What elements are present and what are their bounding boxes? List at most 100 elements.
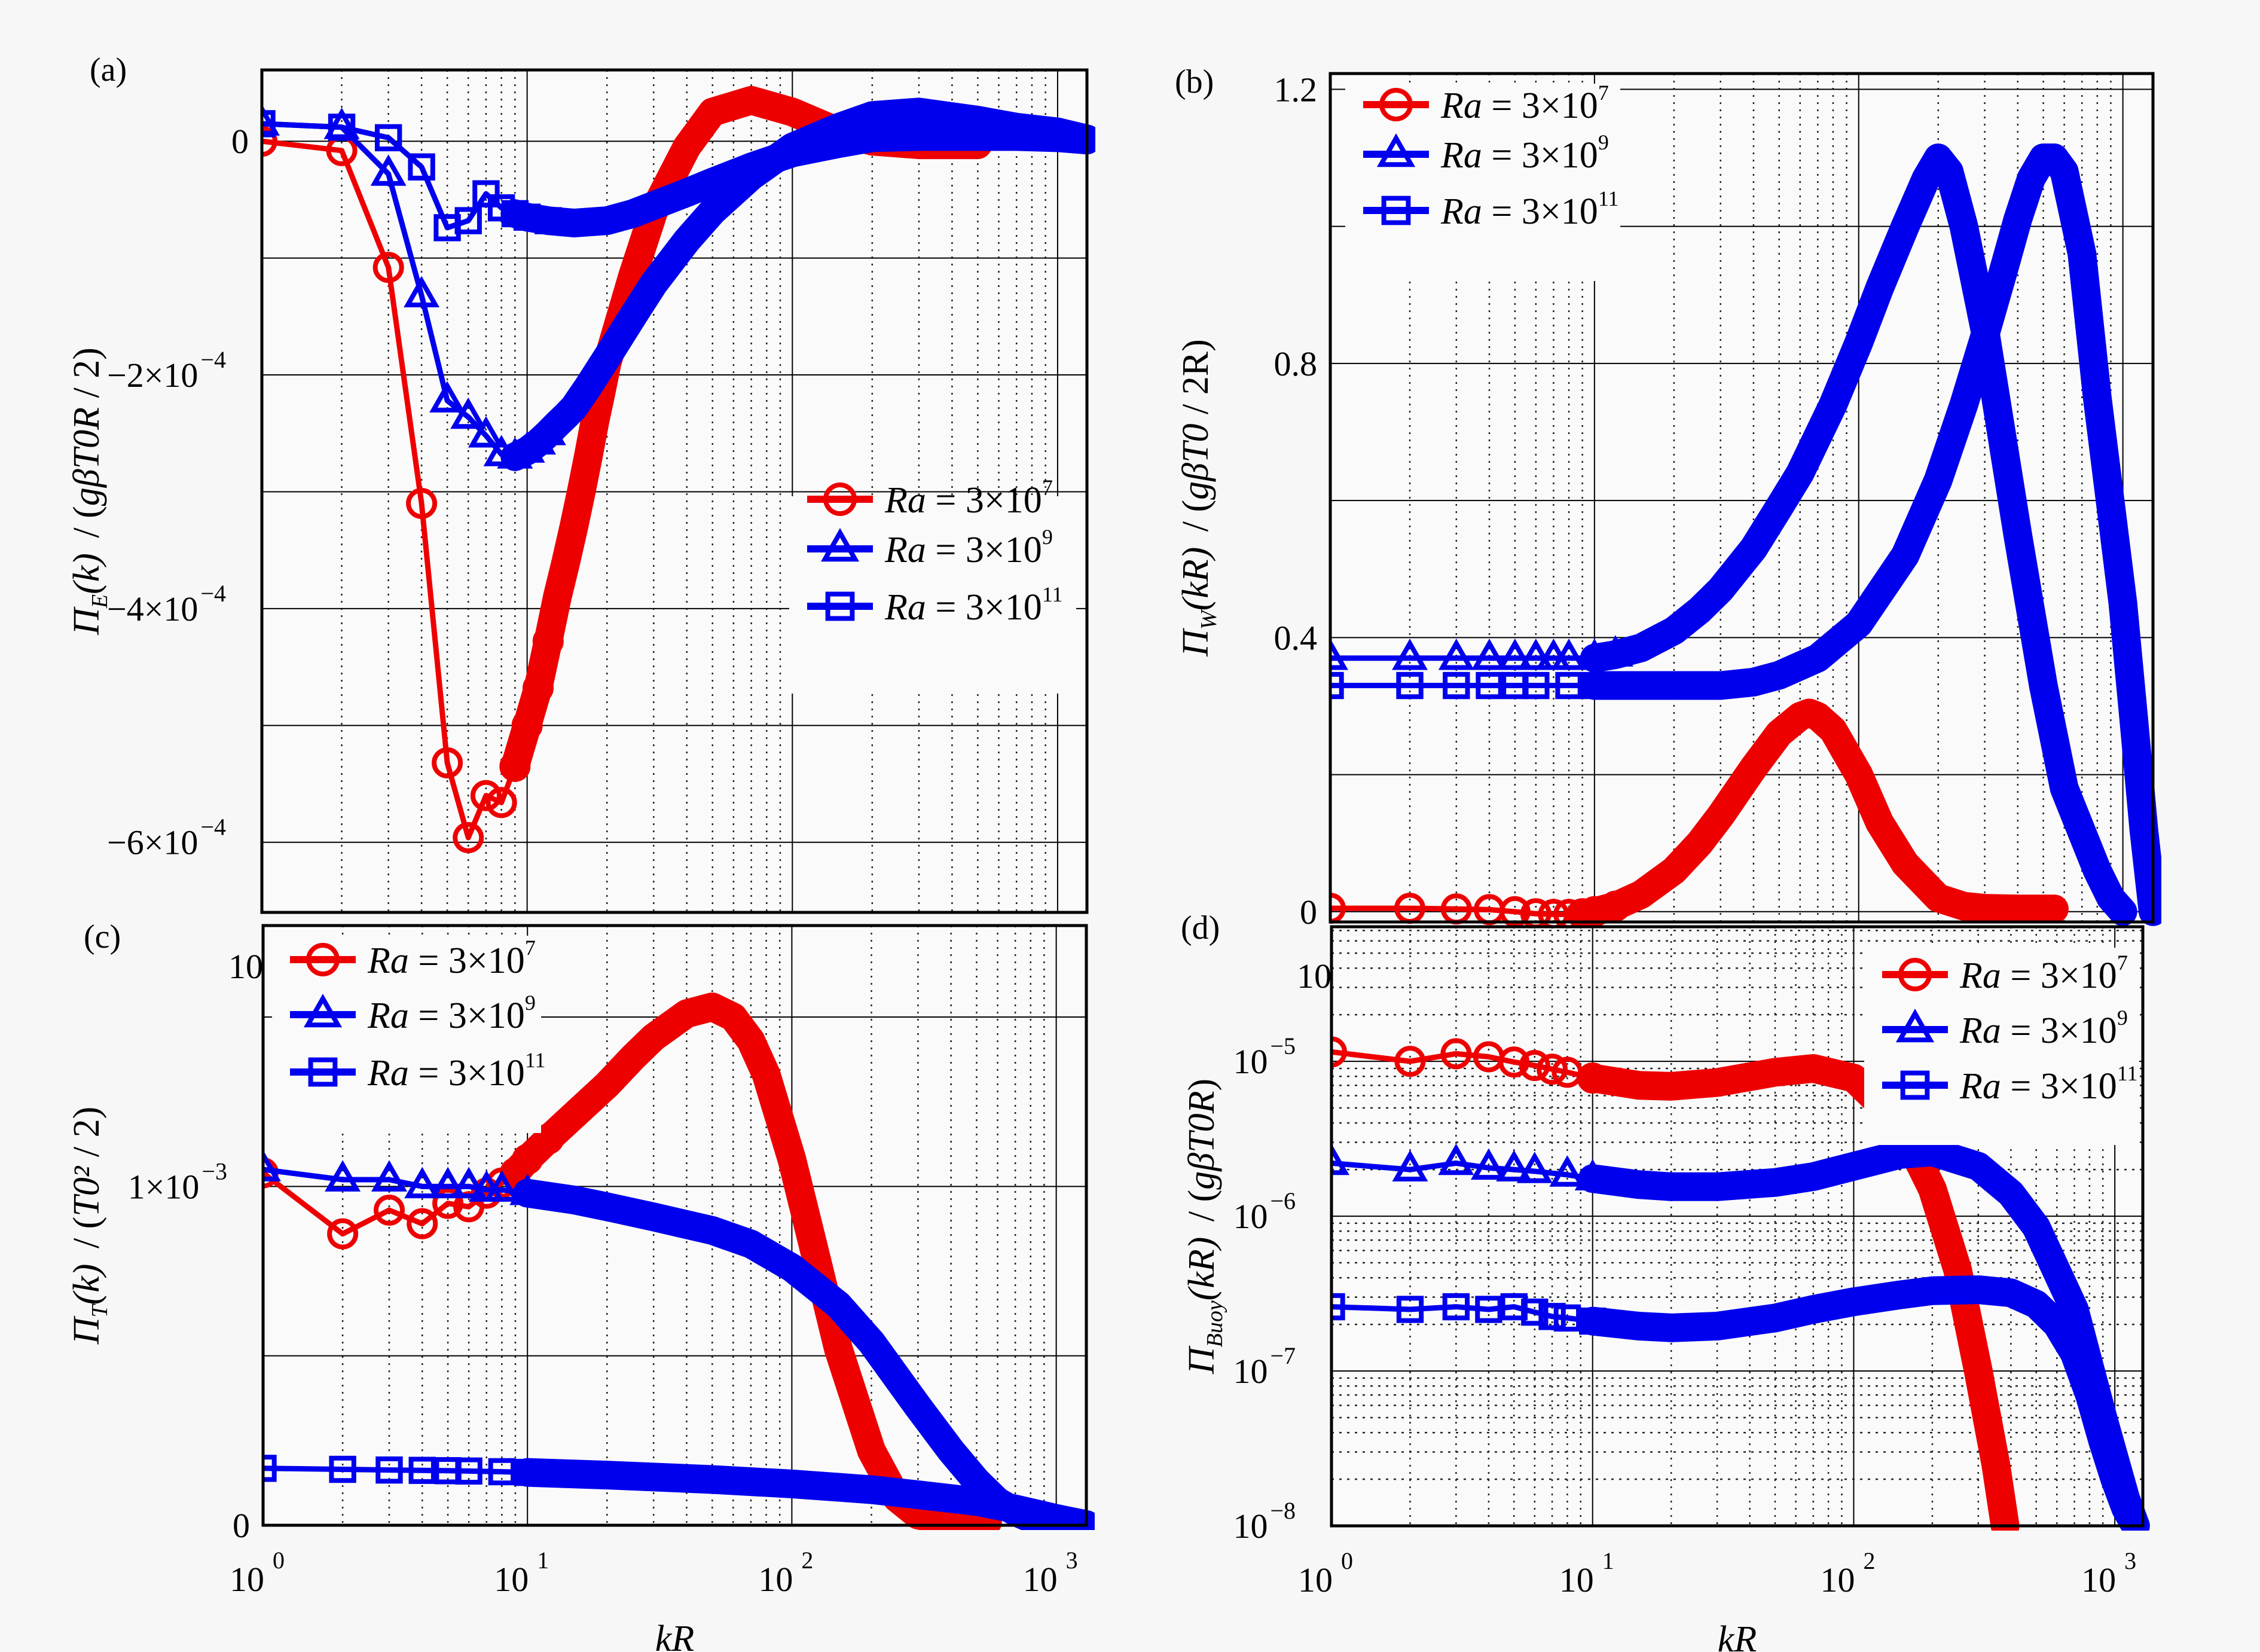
- panel-label: (d): [1181, 909, 1220, 946]
- circle-marker: [407, 1208, 438, 1239]
- legend-label: Ra = 3×107: [1440, 81, 1609, 126]
- x-tick-exp: 3: [1066, 1547, 1078, 1574]
- legend-eq: = 3×10: [2001, 1010, 2117, 1051]
- legend-entry: Ra = 3×107: [1882, 951, 2128, 996]
- square-marker: [454, 207, 482, 234]
- legend-ra: Ra: [1440, 135, 1482, 176]
- series-band: [500, 122, 1095, 238]
- y-label-argument: (kR): [1175, 547, 1216, 611]
- triangle-marker: [430, 1167, 466, 1199]
- triangle-marker: [468, 416, 504, 448]
- y-tick-label: 0: [233, 1506, 250, 1545]
- x-axis-label: kR: [655, 1619, 694, 1652]
- legend-eq: = 3×10: [926, 480, 1042, 521]
- y-label-numerator: gβT0: [1175, 423, 1216, 499]
- y-tick-exp: −4: [200, 346, 226, 373]
- legend-eq: = 3×10: [926, 587, 1042, 628]
- triangle-marker: [520, 423, 556, 455]
- y-label-denominator: / 2: [66, 360, 107, 407]
- square-marker: [375, 1456, 403, 1484]
- series-0: [1331, 1036, 2020, 1531]
- legend-label: Ra = 3×109: [367, 991, 536, 1036]
- y-tick-label: −4×10 −4: [107, 580, 226, 628]
- legend-eq: = 3×10: [1482, 135, 1598, 176]
- y-tick-base: 10: [1233, 1042, 1268, 1081]
- x-tick-label: 10 1: [1559, 1547, 1614, 1599]
- x-tick-exp: 0: [1341, 1547, 1353, 1574]
- legend-eq: = 3×10: [1482, 85, 1598, 126]
- legend-ra: Ra: [1959, 1066, 2001, 1107]
- panel-d: 10 0 10 1 10 2 10 310 −810 −710 −610 −5kRΠBuoy(kR) …: [1181, 909, 2150, 1652]
- circle-marker: [471, 1177, 502, 1209]
- circle-marker: [512, 1144, 543, 1175]
- series-band: [1578, 1275, 2150, 1531]
- legend-ra: Ra: [884, 530, 926, 570]
- y-axis-label: ΠE(k) / (gβT0R / 2): [66, 347, 112, 636]
- x-tick-base: 10: [228, 947, 263, 986]
- circle-marker: [453, 822, 484, 853]
- legend-exp: 11: [1598, 187, 1619, 210]
- square-marker: [374, 124, 402, 152]
- legend-label: Ra = 3×1011: [367, 1048, 545, 1094]
- triangle-marker: [303, 994, 343, 1028]
- circle-marker: [1599, 890, 1631, 922]
- panel-label: (c): [84, 918, 121, 955]
- y-label-argument: (k): [66, 553, 107, 594]
- y-label-denominator: / 2R: [1175, 351, 1216, 423]
- x-tick-label: 10 0: [1298, 1547, 1353, 1599]
- triangle-marker: [1470, 1148, 1507, 1180]
- x-tick-label: 10 2: [1820, 1547, 1875, 1599]
- legend-label: Ra = 3×107: [1959, 951, 2128, 996]
- legend-eq: = 3×10: [1482, 191, 1598, 232]
- legend-label: Ra = 3×109: [884, 525, 1053, 570]
- circle-marker: [532, 625, 564, 657]
- square-marker: [1443, 671, 1470, 700]
- x-tick-label: 10 3: [2081, 1547, 2136, 1599]
- legend-exp: 9: [1598, 130, 1609, 154]
- x-tick-base: 10: [1297, 957, 1331, 996]
- panel-b: 10010110210300.40.81.2kRΠW(kR) / (gβT0 /…: [1175, 63, 2161, 1056]
- triangle-marker: [1576, 639, 1612, 670]
- y-label-denominator: / 2: [66, 1119, 107, 1166]
- circle-marker: [511, 710, 543, 741]
- y-tick-base: 0: [1300, 893, 1317, 932]
- legend-eq: = 3×10: [2001, 955, 2117, 996]
- legend-exp: 9: [525, 991, 536, 1015]
- circle-marker: [432, 1187, 464, 1219]
- circle-marker: [306, 943, 340, 976]
- triangle-marker: [1551, 639, 1587, 670]
- circle-marker: [1898, 958, 1932, 991]
- x-tick-label: 10 1: [494, 1547, 549, 1599]
- circle-marker: [406, 488, 438, 520]
- circle-marker: [470, 780, 502, 811]
- y-tick-base: 1×10: [128, 1167, 200, 1206]
- legend-exp: 7: [2117, 951, 2128, 975]
- y-tick-label: 1×10 −3: [128, 1158, 227, 1206]
- series-2: [263, 1455, 1095, 1530]
- legend-box: [272, 936, 541, 1133]
- y-tick-exp: −5: [1270, 1033, 1296, 1059]
- y-tick-exp: −6: [1270, 1187, 1296, 1214]
- y-tick-exp: −4: [200, 580, 226, 607]
- triangle-marker: [1895, 1009, 1935, 1043]
- legend-exp: 7: [1042, 475, 1053, 499]
- x-tick-base: 10: [1559, 1561, 1594, 1599]
- y-label-slash: / (: [66, 1217, 107, 1258]
- triangle-marker: [450, 397, 487, 429]
- x-tick-exp: 2: [801, 1547, 813, 1574]
- triangle-marker: [820, 528, 860, 562]
- square-marker: [262, 110, 276, 138]
- x-tick-base: 10: [1820, 1561, 1855, 1599]
- circle-marker: [823, 483, 857, 516]
- legend-eq: = 3×10: [409, 1053, 525, 1094]
- triangle-marker: [509, 431, 545, 463]
- triangle-marker: [509, 1173, 546, 1205]
- square-marker: [1476, 671, 1503, 700]
- legend-eq: = 3×10: [409, 940, 525, 981]
- series-band: [1578, 1054, 2020, 1531]
- y-tick-label: 10 −5: [1233, 1033, 1296, 1081]
- y-label-symbol: Π: [1181, 1345, 1222, 1375]
- triangle-marker: [429, 381, 466, 413]
